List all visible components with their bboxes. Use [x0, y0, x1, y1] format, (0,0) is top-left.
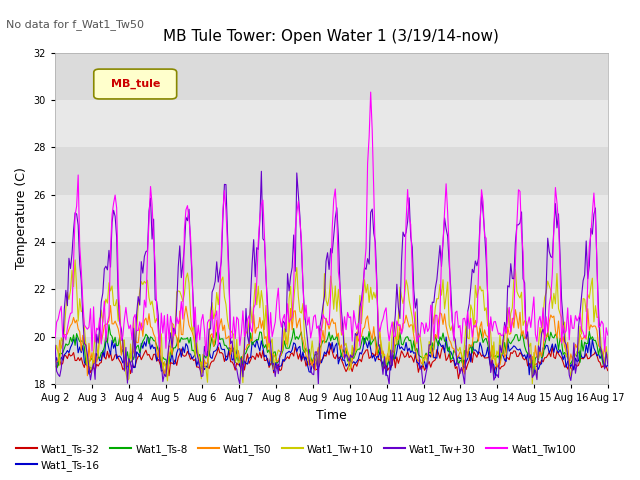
Bar	[55, 52, 608, 100]
Legend: Wat1_Ts-32, Wat1_Ts-16, Wat1_Ts-8, Wat1_Ts0, Wat1_Tw+10, Wat1_Tw+30, Wat1_Tw100: Wat1_Ts-32, Wat1_Ts-16, Wat1_Ts-8, Wat1_…	[12, 439, 580, 475]
Title: MB Tule Tower: Open Water 1 (3/19/14-now): MB Tule Tower: Open Water 1 (3/19/14-now…	[163, 29, 499, 44]
Text: MB_tule: MB_tule	[111, 79, 160, 89]
Text: No data for f_Wat1_Tw50: No data for f_Wat1_Tw50	[6, 19, 145, 30]
Bar	[55, 337, 608, 384]
Bar	[55, 242, 608, 289]
Y-axis label: Temperature (C): Temperature (C)	[15, 168, 28, 269]
X-axis label: Time: Time	[316, 409, 347, 422]
FancyBboxPatch shape	[94, 69, 177, 99]
Bar	[55, 147, 608, 195]
